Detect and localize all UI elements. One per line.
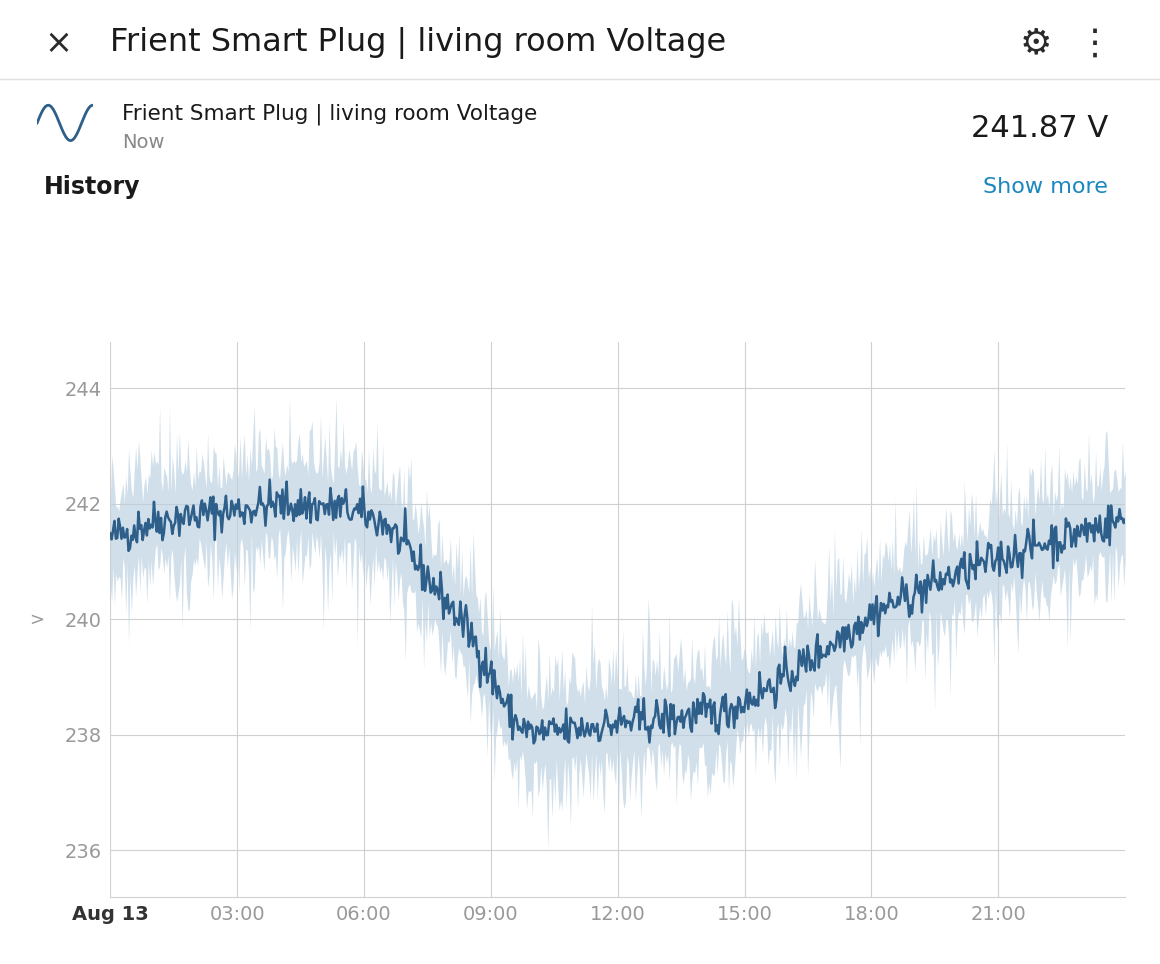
Text: ⚙: ⚙ xyxy=(1020,26,1052,61)
Text: ⋮: ⋮ xyxy=(1076,26,1114,61)
Text: 241.87 V: 241.87 V xyxy=(971,114,1108,143)
Text: Frient Smart Plug | living room Voltage: Frient Smart Plug | living room Voltage xyxy=(122,103,537,124)
Text: Now: Now xyxy=(122,133,165,152)
Text: History: History xyxy=(44,175,140,199)
Text: Frient Smart Plug | living room Voltage: Frient Smart Plug | living room Voltage xyxy=(110,27,726,60)
Text: ×: × xyxy=(44,27,72,60)
Text: >: > xyxy=(29,610,44,629)
Text: Show more: Show more xyxy=(983,177,1108,197)
